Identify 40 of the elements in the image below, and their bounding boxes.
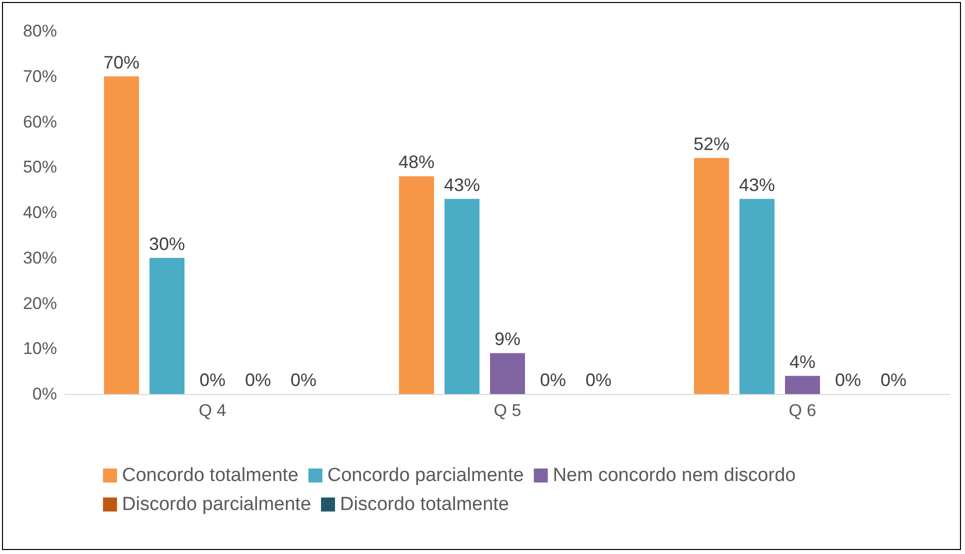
- text: 4%: [789, 352, 816, 372]
- y-tick-label: 30%: [22, 248, 57, 268]
- legend-label: Concordo parcialmente: [327, 465, 524, 486]
- text: 0%: [199, 370, 226, 390]
- legend-label: Discordo totalmente: [340, 494, 509, 515]
- x-tick-label: Q 5: [494, 401, 522, 420]
- legend-label: Discordo parcialmente: [122, 494, 312, 515]
- text: 0%: [290, 370, 317, 390]
- bar: [694, 158, 729, 394]
- y-tick-label: 80%: [22, 22, 57, 40]
- bar: [150, 258, 184, 394]
- bar: [399, 176, 434, 394]
- y-tick-label: 70%: [22, 66, 57, 86]
- text: 0%: [585, 370, 612, 390]
- text: 70%: [103, 52, 140, 72]
- bar: [104, 76, 139, 394]
- text: 0%: [244, 370, 272, 390]
- y-tick-label: 50%: [22, 158, 57, 177]
- y-tick-label: 40%: [22, 203, 57, 222]
- bar: [740, 198, 774, 394]
- x-tick-label: Q 4: [198, 401, 226, 420]
- text: 43%: [444, 174, 480, 195]
- text: 0%: [834, 370, 862, 390]
- bar: [444, 198, 480, 394]
- text: 43%: [738, 174, 776, 195]
- x-tick-label: Q 6: [788, 401, 816, 420]
- text: 30%: [148, 234, 186, 254]
- y-tick-label: 20%: [22, 294, 57, 313]
- text: 0%: [540, 370, 566, 390]
- text: 9%: [494, 329, 521, 350]
- legend-label: Concordo totalmente: [122, 465, 298, 486]
- text: 48%: [398, 152, 435, 172]
- y-tick-label: 10%: [22, 339, 57, 358]
- text: 52%: [693, 134, 730, 154]
- text: 0%: [880, 370, 907, 390]
- bar: [490, 353, 525, 394]
- y-tick-label: 0%: [32, 384, 57, 404]
- bar: [785, 376, 820, 394]
- legend-label: Nem concordo nem discordo: [552, 465, 796, 486]
- y-tick-label: 60%: [22, 112, 57, 132]
